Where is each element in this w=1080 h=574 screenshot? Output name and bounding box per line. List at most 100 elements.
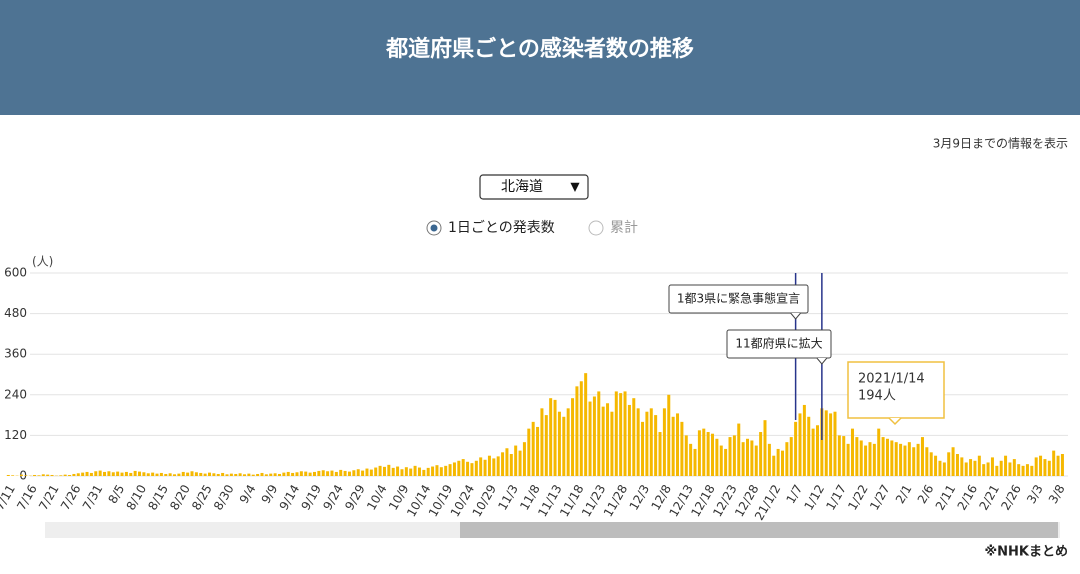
- bar: [1047, 460, 1051, 476]
- x-tick-label: 1/17: [823, 482, 849, 512]
- bar: [973, 460, 977, 476]
- y-axis-label: (人): [32, 255, 53, 269]
- bar: [124, 471, 128, 476]
- bar: [772, 455, 776, 476]
- bar: [382, 466, 386, 476]
- bar: [938, 460, 942, 476]
- bar: [159, 472, 163, 476]
- prefecture-select[interactable]: [479, 174, 589, 200]
- bar: [326, 471, 330, 476]
- bar: [641, 421, 645, 476]
- x-tick-label: 2/6: [915, 482, 937, 506]
- bar: [728, 437, 732, 476]
- bar: [846, 443, 850, 476]
- x-tick-label: 2/16: [955, 482, 981, 512]
- bar: [347, 471, 351, 476]
- x-tick-label: 7/16: [14, 482, 40, 512]
- bar: [190, 471, 194, 476]
- bar: [391, 467, 395, 476]
- bar: [400, 469, 404, 476]
- bar: [63, 474, 67, 476]
- bar: [6, 474, 10, 476]
- annotation-text: 1都3県に緊急事態宣言: [677, 291, 800, 306]
- bar: [907, 442, 911, 476]
- bar: [72, 473, 76, 476]
- x-tick-label: 8/20: [167, 482, 193, 512]
- bar: [286, 471, 290, 476]
- bar: [133, 470, 137, 476]
- bar: [404, 467, 408, 476]
- bar: [474, 460, 478, 476]
- bar: [951, 447, 955, 476]
- bar: [724, 448, 728, 476]
- x-tick-label: 8/5: [105, 482, 127, 506]
- bar: [702, 428, 706, 476]
- x-tick-label: 7/21: [36, 482, 62, 512]
- x-tick-label: 12/3: [627, 482, 653, 512]
- bar: [557, 411, 561, 476]
- bar: [571, 398, 575, 476]
- scrollbar-thumb[interactable]: [460, 522, 1058, 538]
- bar: [654, 415, 658, 476]
- bar: [501, 452, 505, 476]
- bar: [697, 430, 701, 476]
- bar: [387, 464, 391, 476]
- bar: [584, 373, 588, 476]
- bar: [960, 457, 964, 476]
- tooltip-box: [847, 361, 945, 419]
- bar: [181, 471, 185, 476]
- bar: [33, 474, 37, 476]
- bar: [304, 471, 308, 476]
- bar: [566, 408, 570, 476]
- bar: [627, 404, 631, 476]
- bar: [356, 469, 360, 476]
- bar: [815, 425, 819, 476]
- bar: [1021, 465, 1025, 476]
- bar: [837, 435, 841, 476]
- bar: [273, 473, 277, 476]
- bar: [601, 406, 605, 476]
- bar: [89, 472, 93, 476]
- radio-total[interactable]: [588, 220, 604, 236]
- bar: [872, 443, 876, 476]
- tooltip-title: 2021/1/14: [858, 372, 925, 387]
- bar: [711, 433, 715, 476]
- bar: [859, 440, 863, 476]
- bar: [212, 473, 216, 476]
- bar: [916, 443, 920, 476]
- y-tick-label: 120: [4, 428, 27, 442]
- bar: [606, 403, 610, 476]
- bar: [256, 473, 260, 476]
- bar: [623, 391, 627, 476]
- bar: [334, 471, 338, 476]
- bar: [487, 455, 491, 476]
- bar: [955, 454, 959, 476]
- bar: [251, 474, 255, 476]
- bar: [767, 443, 771, 476]
- x-tick-label: 2/1: [893, 482, 915, 506]
- bar: [549, 398, 553, 476]
- bar: [995, 465, 999, 476]
- bar: [1030, 465, 1034, 476]
- y-tick-label: 360: [4, 347, 27, 361]
- bar: [413, 465, 417, 476]
- bar: [855, 437, 859, 476]
- x-tick-label: 7/31: [80, 482, 106, 512]
- bar: [592, 396, 596, 476]
- bar: [776, 448, 780, 476]
- x-tick-label: 3/3: [1024, 482, 1046, 506]
- bar: [457, 460, 461, 476]
- header-band: [0, 0, 1080, 115]
- x-tick-label: 8/30: [211, 482, 237, 512]
- x-tick-label: 2/11: [933, 482, 959, 512]
- bar: [579, 381, 583, 476]
- bar: [24, 475, 28, 476]
- bar: [667, 394, 671, 476]
- bar: [798, 413, 802, 476]
- bar: [824, 410, 828, 476]
- bar: [41, 474, 45, 476]
- bar: [588, 401, 592, 476]
- bar: [321, 470, 325, 476]
- bar: [820, 408, 824, 476]
- bar: [242, 474, 246, 476]
